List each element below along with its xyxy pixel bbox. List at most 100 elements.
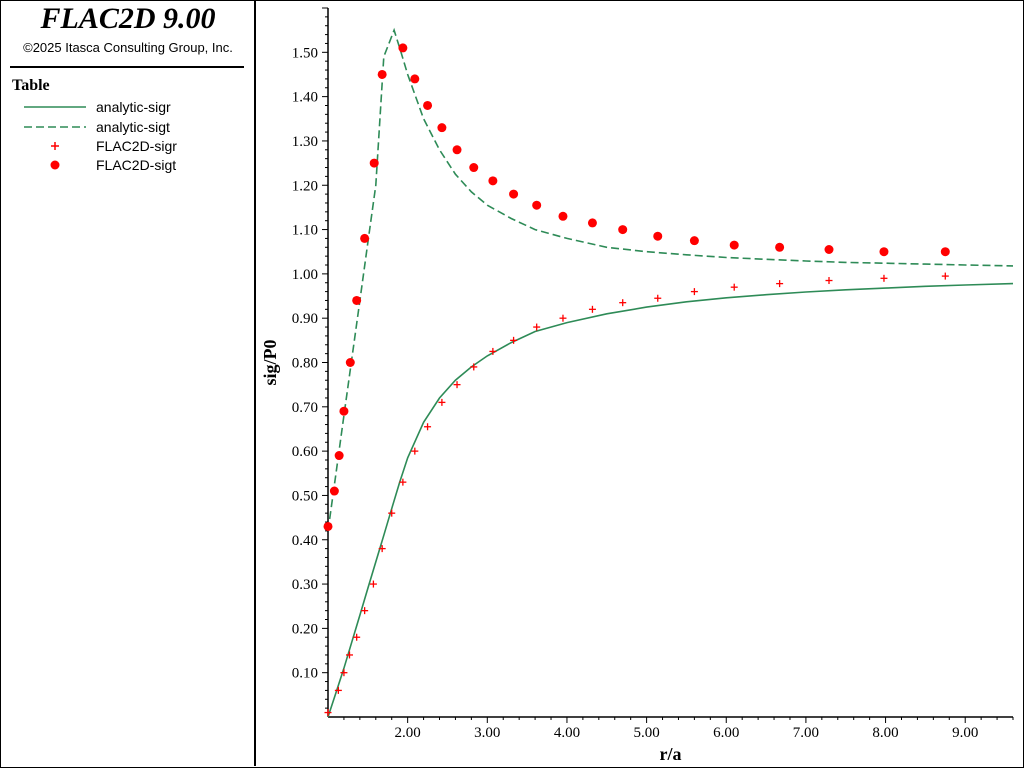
- point-flac2d-sigt: [452, 145, 462, 155]
- point-flac2d-sigt: [689, 236, 699, 246]
- point-flac2d-sigr: [411, 447, 419, 455]
- point-flac2d-sigr: [353, 633, 361, 641]
- point-flac2d-sigr: [424, 423, 432, 431]
- sidebar-divider: [10, 66, 244, 68]
- y-tick-label: 1.20: [292, 178, 318, 194]
- point-flac2d-sigt: [587, 218, 597, 228]
- point-flac2d-sigr: [489, 347, 497, 355]
- legend-item-flac2d-sigr: FLAC2D-sigr: [20, 137, 240, 155]
- legend-swatch-cross-marker: [51, 142, 59, 150]
- legend-panel: FLAC2D 9.00 ©2025 Itasca Consulting Grou…: [0, 0, 256, 766]
- point-flac2d-sigr: [361, 607, 369, 615]
- point-flac2d-sigt: [437, 123, 447, 133]
- x-tick-label: 5.00: [633, 725, 659, 741]
- legend-title: Table: [12, 77, 50, 94]
- legend-item-analytic-sigr: analytic-sigr: [20, 98, 240, 116]
- y-tick-label: 0.90: [292, 311, 318, 327]
- point-flac2d-sigr: [588, 305, 596, 313]
- point-flac2d-sigr: [438, 398, 446, 406]
- point-flac2d-sigr: [340, 669, 348, 677]
- y-tick-label: 0.50: [292, 488, 318, 504]
- point-flac2d-sigt: [729, 240, 739, 250]
- legend-item-flac2d-sigt: FLAC2D-sigt: [20, 156, 240, 174]
- point-flac2d-sigt: [653, 231, 663, 241]
- legend-swatch-dot-marker: [50, 160, 60, 170]
- legend-label: analytic-sigt: [96, 119, 170, 135]
- point-flac2d-sigr: [334, 686, 342, 694]
- point-flac2d-sigr: [619, 299, 627, 307]
- y-tick-label: 1.40: [292, 90, 318, 106]
- point-flac2d-sigr: [533, 323, 541, 331]
- point-flac2d-sigt: [377, 69, 387, 79]
- point-flac2d-sigt: [345, 358, 355, 367]
- point-flac2d-sigt: [558, 211, 568, 221]
- point-flac2d-sigr: [453, 381, 461, 389]
- x-tick-label: 9.00: [952, 725, 978, 741]
- point-flac2d-sigr: [369, 580, 377, 588]
- point-flac2d-sigr: [399, 478, 407, 486]
- point-flac2d-sigt: [940, 247, 950, 257]
- point-flac2d-sigt: [323, 521, 333, 531]
- chart: 0.10 0.20 0.30 0.40 0.50 0.60 0.70 0.80 0.90 1.00…: [260, 7, 1014, 764]
- y-tick-label: 0.20: [292, 621, 318, 637]
- point-flac2d-sigr: [825, 277, 833, 285]
- point-flac2d-sigt: [618, 225, 628, 235]
- y-tick-label: 0.80: [292, 356, 318, 372]
- point-flac2d-sigr: [510, 336, 518, 344]
- point-flac2d-sigt: [339, 406, 349, 416]
- point-flac2d-sigr: [941, 272, 949, 280]
- point-flac2d-sigt: [879, 247, 889, 257]
- app-title: FLAC2D 9.00: [40, 2, 216, 35]
- y-axis-title: sig/P0: [260, 339, 280, 385]
- legend-item-analytic-sigt: analytic-sigt: [20, 118, 240, 136]
- y-tick-label: 0.70: [292, 400, 318, 416]
- point-flac2d-sigt: [398, 43, 408, 53]
- x-tick-label: 3.00: [474, 725, 500, 741]
- point-flac2d-sigr: [559, 314, 567, 322]
- point-flac2d-sigr: [378, 545, 386, 553]
- y-tick-label: 0.30: [292, 577, 318, 593]
- point-flac2d-sigt: [410, 74, 420, 84]
- y-tick-label: 1.00: [292, 267, 318, 283]
- point-flac2d-sigt: [423, 100, 433, 110]
- x-tick-label: 4.00: [554, 725, 580, 741]
- point-flac2d-sigr: [730, 283, 738, 291]
- point-flac2d-sigr: [690, 288, 698, 296]
- legend-label: FLAC2D-sigt: [96, 157, 177, 173]
- point-flac2d-sigt: [488, 176, 498, 186]
- y-tick-label: 0.60: [292, 444, 318, 460]
- point-flac2d-sigt: [509, 189, 519, 199]
- y-tick-label: 1.10: [292, 223, 318, 239]
- series-line-analytic-sigt: [327, 27, 1014, 532]
- point-flac2d-sigt: [532, 200, 542, 210]
- point-flac2d-sigt: [469, 163, 479, 173]
- point-flac2d-sigt: [369, 158, 379, 168]
- point-flac2d-sigt: [824, 245, 834, 255]
- point-flac2d-sigr: [880, 274, 888, 282]
- legend-swatch-solid-line: [24, 106, 86, 108]
- y-tick-label: 0.10: [292, 666, 318, 682]
- point-flac2d-sigt: [360, 233, 370, 243]
- x-tick-label: 8.00: [872, 725, 898, 741]
- legend-label: analytic-sigr: [96, 99, 171, 115]
- point-flac2d-sigt: [329, 486, 339, 496]
- y-tick-label: 1.30: [292, 134, 318, 150]
- x-tick-label: 7.00: [793, 725, 819, 741]
- y-tick-label: 0.40: [292, 533, 318, 549]
- legend-swatch-dashed-line: [24, 126, 86, 128]
- point-flac2d-sigr: [346, 651, 354, 659]
- y-tick-label: 1.50: [292, 45, 318, 61]
- point-flac2d-sigt: [334, 451, 344, 461]
- series-line-analytic-sigr: [327, 282, 1014, 718]
- point-flac2d-sigt: [775, 242, 785, 252]
- point-flac2d-sigt: [352, 295, 362, 305]
- legend-label: FLAC2D-sigr: [96, 138, 177, 154]
- point-flac2d-sigr: [776, 280, 784, 288]
- point-flac2d-sigr: [654, 294, 662, 302]
- point-flac2d-sigr: [388, 509, 396, 517]
- point-flac2d-sigr: [324, 709, 332, 717]
- plot-area: 0.10 0.20 0.30 0.40 0.50 0.60 0.70 0.80 0.90 1.00…: [258, 0, 1022, 766]
- copyright-notice: ©2025 Itasca Consulting Group, Inc.: [23, 40, 233, 55]
- x-tick-label: 6.00: [713, 725, 739, 741]
- x-axis-title: r/a: [660, 744, 682, 764]
